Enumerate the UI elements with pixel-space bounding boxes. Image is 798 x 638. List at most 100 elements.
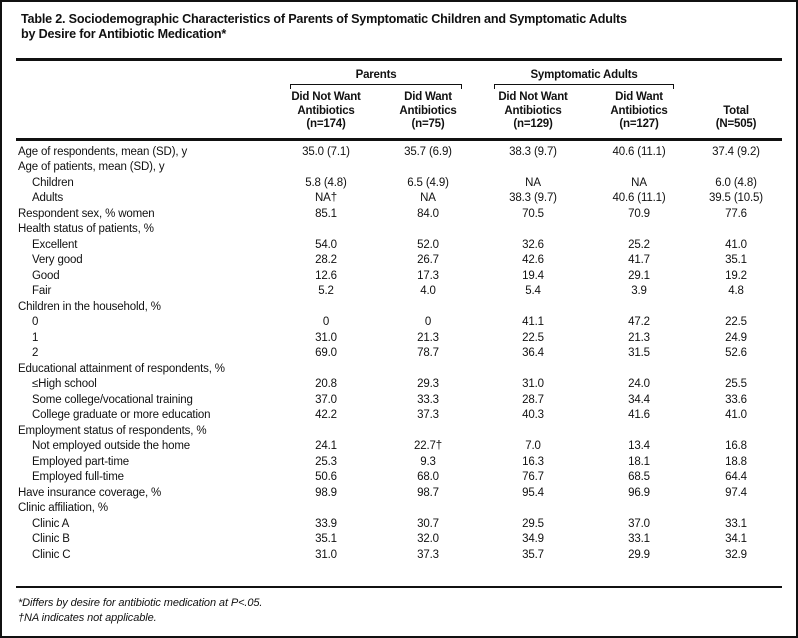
cell-value: 34.9 bbox=[522, 533, 544, 545]
cell-value: 17.3 bbox=[417, 269, 439, 282]
cell-value: 98.7 bbox=[417, 486, 439, 499]
spanner-parents: Parents bbox=[274, 61, 478, 89]
row-label: ≤High school bbox=[32, 378, 97, 390]
cell-value: 33.1 bbox=[725, 517, 747, 530]
row-label: Clinic affiliation, % bbox=[18, 502, 108, 514]
row-label: Educational attainment of respondents, % bbox=[18, 362, 225, 375]
table-row: Health status of patients, % bbox=[16, 222, 782, 238]
spanner-empty-label bbox=[16, 61, 274, 89]
cell-value: 28.7 bbox=[522, 393, 544, 406]
row-label: 0 bbox=[32, 316, 39, 328]
column-header-total: Total (N=505) bbox=[690, 89, 783, 141]
row-label: Clinic B bbox=[32, 533, 70, 545]
cell-value: 6.5 (4.9) bbox=[407, 176, 449, 189]
cell-value bbox=[378, 300, 478, 316]
cell-value: 3.9 bbox=[631, 285, 647, 297]
row-label: Age of patients, mean (SD), y bbox=[18, 161, 165, 173]
table-row: Very good 28.2 26.7 42.6 41.7 35.1 bbox=[16, 253, 782, 269]
table-row: Adults NA† NA 38.3 (9.7) 40.6 (11.1) 39.5 (10… bbox=[16, 191, 782, 207]
cell-value: 33.3 bbox=[417, 393, 439, 406]
cell-value: 41.6 bbox=[628, 409, 650, 421]
table-row: Employment status of respondents, % bbox=[16, 424, 782, 440]
cell-value: NA bbox=[525, 176, 541, 189]
cell-value: 34.1 bbox=[725, 533, 747, 545]
table-row: Respondent sex, % women 85.1 84.0 70.5 70.9 7… bbox=[16, 207, 782, 223]
adults-bracket bbox=[494, 84, 675, 89]
cell-value: 37.3 bbox=[417, 409, 439, 421]
parents-bracket bbox=[290, 84, 463, 89]
cell-value: 33.9 bbox=[315, 517, 337, 530]
cell-value: 24.0 bbox=[628, 378, 650, 390]
cell-value: 16.3 bbox=[522, 455, 544, 468]
cell-value bbox=[478, 222, 588, 238]
cell-value: 97.4 bbox=[725, 486, 747, 499]
sociodemographic-table: Parents Symptomatic Adults Did Not Want … bbox=[16, 61, 783, 564]
cell-value: 77.6 bbox=[725, 207, 747, 220]
cell-value: 37.0 bbox=[315, 393, 337, 406]
top-rule bbox=[16, 58, 782, 61]
cell-value: 7.0 bbox=[525, 440, 541, 452]
table-row: Clinic C 31.0 37.3 35.7 29.9 32.9 bbox=[16, 548, 782, 564]
table-row: Children in the household, % bbox=[16, 300, 782, 316]
table-row: Clinic A 33.9 30.7 29.5 37.0 33.1 bbox=[16, 517, 782, 533]
table-row: Employed full-time 50.6 68.0 76.7 68.5 64.4 bbox=[16, 470, 782, 486]
cell-value: 33.6 bbox=[725, 393, 747, 406]
table-row: Age of respondents, mean (SD), y 35.0 (7.… bbox=[16, 139, 782, 160]
cell-value: 29.1 bbox=[628, 269, 650, 282]
cell-value: 85.1 bbox=[315, 207, 337, 220]
row-label: Not employed outside the home bbox=[32, 440, 191, 452]
row-label: Age of respondents, mean (SD), y bbox=[18, 145, 188, 158]
cell-value: 76.7 bbox=[522, 471, 544, 483]
cell-value: 42.6 bbox=[522, 254, 544, 266]
cell-value: 70.9 bbox=[628, 207, 650, 220]
cell-value: 31.0 bbox=[315, 331, 337, 344]
cell-value: 52.0 bbox=[417, 238, 439, 251]
cell-value: 32.9 bbox=[725, 548, 747, 561]
cell-value: 30.7 bbox=[417, 517, 439, 530]
cell-value: 28.2 bbox=[315, 254, 337, 266]
cell-value bbox=[690, 160, 782, 176]
cell-value: 54.0 bbox=[315, 238, 337, 251]
row-label: Employed part-time bbox=[32, 455, 130, 468]
cell-value: 42.2 bbox=[315, 409, 337, 421]
footnotes: *Differs by desire for antibiotic medica… bbox=[18, 596, 782, 626]
spanner-parents-label: Parents bbox=[355, 69, 397, 81]
table-row: Some college/vocational training 37.0 33.3… bbox=[16, 393, 782, 409]
row-label: Clinic C bbox=[32, 548, 71, 561]
column-header-rowlabel bbox=[16, 89, 274, 141]
cell-value: 21.3 bbox=[417, 331, 439, 344]
cell-value: 35.7 (6.9) bbox=[404, 145, 452, 158]
cell-value: 5.4 bbox=[525, 285, 541, 297]
cell-value: 24.1 bbox=[315, 440, 337, 452]
cell-value: NA bbox=[420, 192, 436, 204]
cell-value bbox=[588, 424, 690, 440]
cell-value bbox=[274, 501, 378, 517]
row-label: Some college/vocational training bbox=[32, 393, 193, 406]
cell-value: 37.3 bbox=[417, 548, 439, 561]
cell-value: 0 bbox=[424, 316, 432, 328]
cell-value: 78.7 bbox=[417, 347, 439, 359]
cell-value: 31.0 bbox=[522, 378, 544, 390]
row-label: Have insurance coverage, % bbox=[18, 486, 162, 499]
cell-value: 96.9 bbox=[628, 486, 650, 499]
cell-value: 47.2 bbox=[628, 316, 650, 328]
cell-value bbox=[588, 362, 690, 378]
cell-value: 12.6 bbox=[315, 269, 337, 282]
table-row: Fair 5.2 4.0 5.4 3.9 4.8 bbox=[16, 284, 782, 300]
cell-value bbox=[690, 222, 782, 238]
row-label: Children bbox=[32, 176, 74, 189]
cell-value bbox=[378, 160, 478, 176]
cell-value: 37.4 (9.2) bbox=[712, 145, 760, 158]
row-label: Fair bbox=[32, 285, 52, 297]
cell-value bbox=[588, 222, 690, 238]
cell-value: 41.7 bbox=[628, 254, 650, 266]
table-row: 1 31.0 21.3 22.5 21.3 24.9 bbox=[16, 331, 782, 347]
cell-value: 68.0 bbox=[417, 471, 439, 483]
cell-value: 29.9 bbox=[628, 548, 650, 561]
cell-value: 4.8 bbox=[728, 285, 744, 297]
table-row: 0 0 0 41.1 47.2 22.5 bbox=[16, 315, 782, 331]
cell-value: 25.2 bbox=[628, 238, 650, 251]
table-row: Good 12.6 17.3 19.4 29.1 19.2 bbox=[16, 269, 782, 285]
table-title-line1: Table 2. Sociodemographic Characteristic… bbox=[21, 12, 627, 26]
